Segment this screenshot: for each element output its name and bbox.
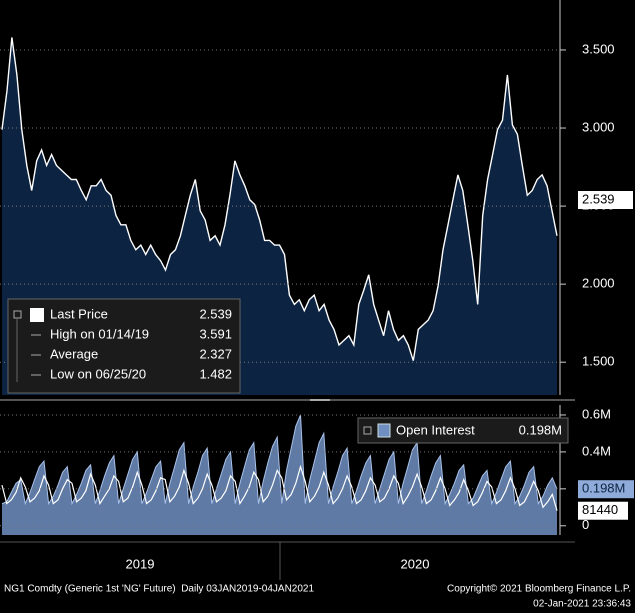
line — [1, 464, 558, 511]
footer-date: 02-Jan-2021 23:36:43 — [533, 599, 631, 610]
y-tick-label: 1.500 — [582, 354, 615, 369]
line — [1, 414, 558, 506]
x-label: 2019 — [126, 556, 155, 571]
oi-legend-box — [357, 417, 569, 444]
y-tick-label: 3.500 — [582, 41, 615, 56]
legend-value: 2.327 — [199, 346, 232, 361]
footer-left: NG1 Comdty (Generic 1st 'NG' Future) Dai… — [4, 584, 314, 595]
legend-value: 2.539 — [199, 306, 232, 321]
legend-box — [7, 298, 241, 394]
oi-last-box — [578, 480, 634, 499]
legend-value: 3.591 — [199, 326, 232, 341]
oi-legend-value: 0.198M — [519, 422, 562, 437]
oi-legend-name: Open Interest — [396, 422, 475, 437]
volume-last-label: 81440 — [582, 502, 618, 517]
footer-right: Copyright© 2021 Bloomberg Finance L.P. — [447, 584, 631, 595]
oi-legend-toggle — [363, 426, 372, 435]
y-tick-label: 2.000 — [582, 276, 615, 291]
x-label: 2020 — [401, 556, 430, 571]
legend-label: Average — [50, 346, 98, 361]
volume-last-box — [578, 501, 628, 520]
oi-legend-swatch — [377, 423, 391, 438]
last-price-box — [578, 190, 633, 209]
last-price-label: 2.539 — [582, 191, 615, 206]
legend-label: Last Price — [50, 306, 108, 321]
y-tick-label: 0.4M — [582, 443, 611, 458]
y-tick-label: 3.000 — [582, 119, 615, 134]
legend-label: Low on 06/25/20 — [50, 366, 146, 381]
y-tick-label: 0 — [582, 517, 589, 532]
legend-label: High on 01/14/19 — [50, 326, 149, 341]
oi-last-label: 0.198M — [582, 481, 625, 496]
y-tick-label: 0.6M — [582, 406, 611, 421]
legend-swatch — [30, 308, 44, 322]
line — [1, 37, 558, 361]
legend-value: 1.482 — [199, 366, 232, 381]
